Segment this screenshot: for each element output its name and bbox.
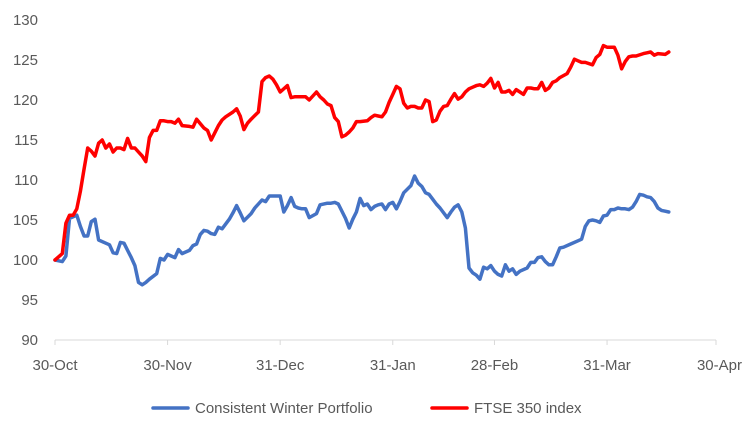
y-tick-label: 100 [13, 252, 38, 269]
x-tick-label: 31-Dec [256, 357, 305, 374]
x-tick-label: 30-Apr [697, 357, 742, 374]
y-tick-label: 95 [21, 292, 38, 309]
y-tick-label: 105 [13, 212, 38, 229]
x-tick-label: 30-Oct [32, 357, 78, 374]
x-tick-label: 28-Feb [471, 357, 519, 374]
y-tick-label: 90 [21, 332, 38, 349]
x-tick-label: 31-Mar [583, 357, 631, 374]
y-tick-label: 110 [14, 172, 38, 189]
x-tick-label: 31-Jan [370, 357, 416, 374]
legend-label: FTSE 350 index [474, 400, 582, 417]
series-line-consistent-winter-portfolio [53, 174, 671, 287]
y-tick-label: 115 [14, 132, 38, 149]
x-tick-label: 30-Nov [143, 357, 192, 374]
y-tick-label: 120 [13, 92, 38, 109]
legend-label: Consistent Winter Portfolio [195, 400, 373, 417]
y-tick-label: 125 [13, 52, 38, 69]
series-line-ftse-350-index [53, 43, 671, 262]
y-tick-label: 130 [13, 12, 38, 29]
